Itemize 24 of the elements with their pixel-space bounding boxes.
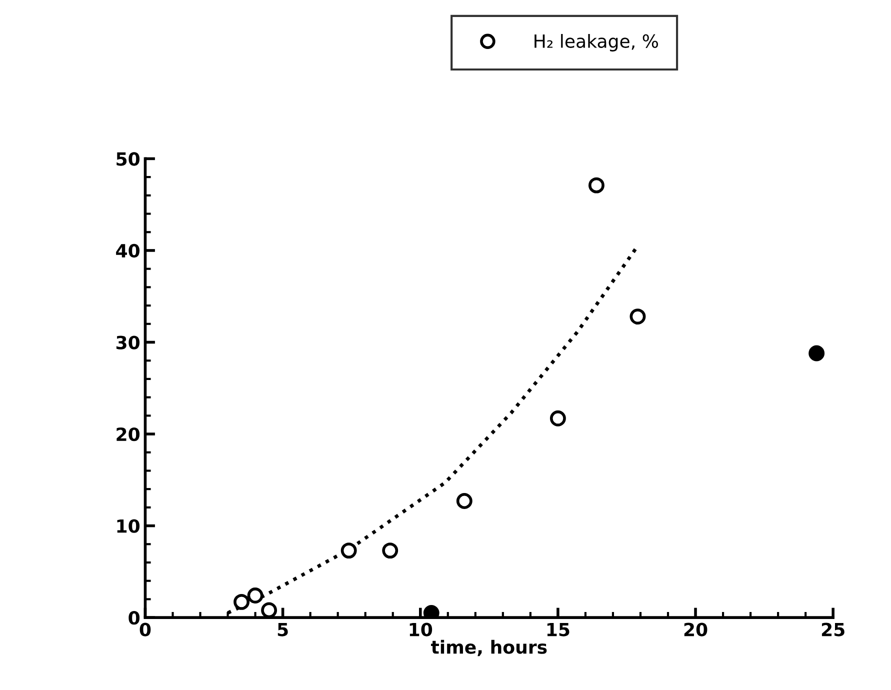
x-tick-label: 0 [140,622,151,636]
x-tick-label: 20 [684,622,708,636]
y-tick-label: 10 [117,519,140,533]
y-tick-label: 20 [116,427,140,442]
point [247,588,264,604]
point [456,493,472,509]
x-axis-title: time, hours [431,640,547,656]
point [261,602,278,618]
x-tick-label: 15 [547,622,570,636]
point [808,345,825,362]
x-tick-label: 10 [410,622,432,636]
point [382,542,398,559]
point [234,594,250,610]
y-tick-label: 30 [116,336,140,350]
point [550,410,566,426]
x-tick-label: 5 [278,622,288,636]
point [588,177,604,194]
point [630,308,646,325]
point [340,542,357,559]
y-tick-label: 40 [116,244,140,258]
x-tick-label: 25 [822,622,844,636]
y-tick-label: 50 [116,152,140,166]
y-tick-label: 0 [128,611,140,625]
legend-label: H₂ leakage, % [534,34,658,52]
